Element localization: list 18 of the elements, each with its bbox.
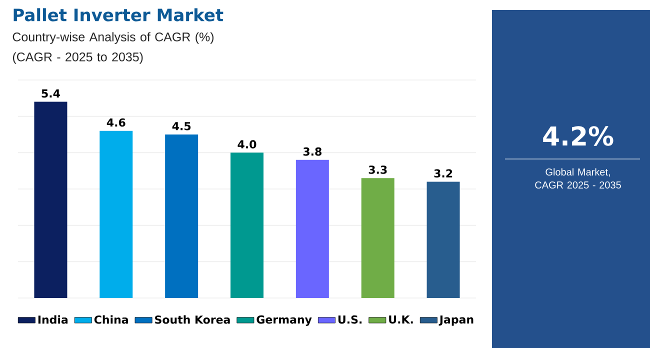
data-label: 3.3 — [368, 166, 387, 174]
data-label: 5.4 — [42, 89, 60, 98]
chart-subtitle: Country-wise Analysis of CAGR (%) (CAGR - 2025 to 2035) — [12, 32, 214, 64]
legend-label: Germany — [256, 315, 312, 326]
data-label: 4.0 — [238, 140, 256, 148]
legend-label: South Korea — [155, 315, 230, 324]
legend-label: Japan — [438, 315, 474, 326]
legend-label: U.S. — [338, 315, 362, 324]
legend-label: U.K. — [389, 315, 413, 324]
data-label: 3.8 — [303, 147, 322, 156]
data-label: 3.2 — [434, 169, 452, 178]
text: Global Market, CAGR 2025 - 2035 — [535, 168, 621, 189]
text: 4.2% — [543, 126, 614, 146]
legend-label: India — [38, 315, 68, 324]
chart-title: Pallet Inverter Market — [14, 8, 224, 22]
legend-label: China — [94, 315, 128, 324]
data-label: 4.6 — [106, 118, 126, 127]
data-label: 4.5 — [172, 122, 191, 130]
